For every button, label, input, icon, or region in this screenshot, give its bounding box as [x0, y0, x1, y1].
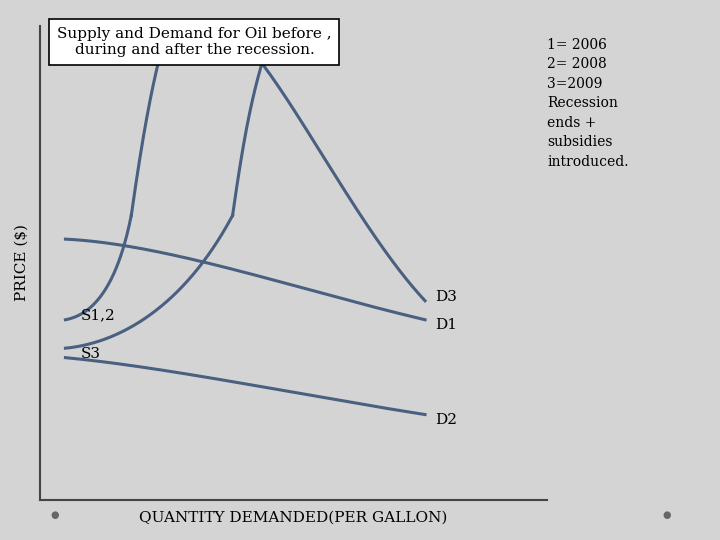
Text: S3: S3 — [81, 347, 101, 361]
X-axis label: QUANTITY DEMANDED(PER GALLON): QUANTITY DEMANDED(PER GALLON) — [139, 511, 448, 525]
Text: S1,2: S1,2 — [81, 309, 115, 323]
Text: ●: ● — [50, 510, 59, 521]
Text: ●: ● — [662, 510, 671, 521]
Text: D2: D2 — [435, 413, 457, 427]
Text: D1: D1 — [435, 318, 457, 332]
Y-axis label: PRICE ($): PRICE ($) — [15, 224, 29, 301]
Text: Supply and Demand for Oil before ,
during and after the recession.: Supply and Demand for Oil before , durin… — [57, 27, 332, 57]
Text: 1= 2006
2= 2008
3=2009
Recession
ends +
subsidies
introduced.: 1= 2006 2= 2008 3=2009 Recession ends + … — [547, 38, 629, 169]
Text: D3: D3 — [435, 290, 457, 304]
